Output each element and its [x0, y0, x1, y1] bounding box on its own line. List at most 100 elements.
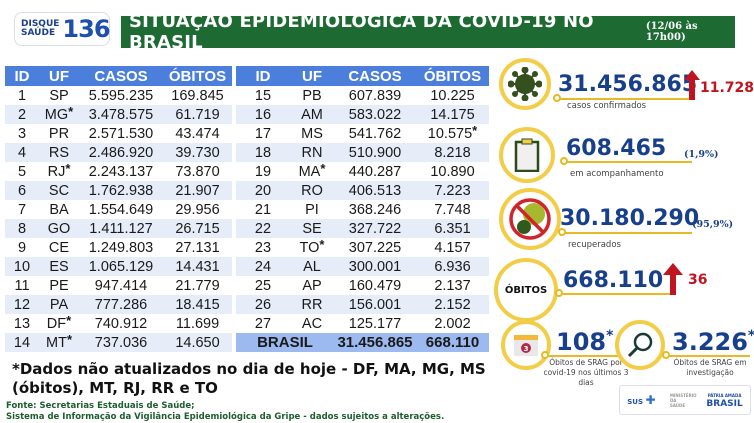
table-row: 19 MA* 440.287 10.890 — [236, 161, 489, 181]
cell-obitos: 21.779 — [163, 276, 232, 295]
left-body: 1 SP 5.595.235 169.845 2 MG* 3.478.575 61.719 3 P… — [5, 86, 232, 352]
cell-casos: 947.414 — [79, 276, 163, 295]
cell-obitos: 18.415 — [163, 295, 232, 314]
up-arrow-icon — [663, 263, 683, 295]
table-row: 2 MG* 3.478.575 61.719 — [5, 103, 232, 124]
cell-id: 11 — [5, 276, 39, 295]
cell-casos: 125.177 — [334, 314, 416, 333]
cell-casos: 3.478.575 — [79, 105, 163, 124]
clipboard-icon-ring — [499, 127, 555, 183]
cell-uf: PR — [39, 124, 79, 143]
cell-casos: 2.486.920 — [79, 143, 163, 162]
cell-id: 12 — [5, 295, 39, 314]
title-bar: SITUAÇÃO EPIDEMIOLÓGICA DA COVID-19 NO B… — [121, 11, 735, 53]
asterisk-mark: * — [68, 103, 74, 119]
logo-top-text: DISQUE — [21, 19, 60, 29]
table-row: 5 RJ* 2.243.137 73.870 — [5, 161, 232, 181]
logo-bottom-text: SAÚDE — [21, 28, 56, 38]
table-row: 20 RO 406.513 7.223 — [236, 181, 489, 200]
cell-id: 27 — [236, 314, 290, 333]
cell-obitos: 6.351 — [416, 219, 489, 238]
confirmed-value: 31.456.865 — [558, 72, 698, 97]
cell-id: 4 — [5, 143, 39, 162]
confirmed-caption: casos confirmados — [567, 101, 647, 111]
cell-id: 21 — [236, 200, 290, 219]
deaths-label: ÓBITOS — [504, 284, 548, 296]
table-row: 26 RR 156.001 2.152 — [236, 295, 489, 314]
cell-obitos: 8.218 — [416, 143, 489, 162]
recovered-icon-ring — [499, 188, 561, 250]
cell-casos: 1.065.129 — [79, 257, 163, 276]
cell-casos: 160.479 — [334, 276, 416, 295]
recovered-caption: recuperados — [568, 240, 621, 250]
srag-recent-number: 108 — [556, 328, 607, 356]
col-id: ID — [5, 66, 39, 86]
cell-uf: PB — [290, 86, 334, 105]
cell-id: 22 — [236, 219, 290, 238]
confirmed-dot — [553, 94, 561, 102]
table-row: 27 AC 125.177 2.002 — [236, 314, 489, 333]
cell-casos: 737.036 — [79, 333, 163, 352]
cell-uf: SP — [39, 86, 79, 105]
ministry-logo: MINISTÉRIO DA SAÚDE — [669, 392, 697, 408]
cell-casos: 541.762 — [334, 124, 416, 143]
srag-inv-dot — [662, 351, 670, 359]
col-uf: UF — [290, 66, 334, 86]
cell-uf: MS — [290, 124, 334, 143]
cell-id: 5 — [5, 162, 39, 181]
cell-obitos: 10.225 — [416, 86, 489, 105]
disque-saude-logo: DISQUE SAÚDE 136 — [14, 12, 111, 46]
table-row: 14 MT* 737.036 14.650 — [5, 332, 232, 352]
total-label: BRASIL — [236, 333, 334, 352]
cell-obitos: 10.890 — [416, 162, 489, 181]
cell-obitos: 169.845 — [163, 86, 232, 105]
cell-id: 23 — [236, 238, 290, 257]
cell-casos: 368.246 — [334, 200, 416, 219]
total-obitos: 668.110 — [416, 333, 489, 352]
page-title: SITUAÇÃO EPIDEMIOLÓGICA DA COVID-19 NO B… — [129, 11, 594, 53]
table-row: 4 RS 2.486.920 39.730 — [5, 143, 232, 162]
deaths-delta: 36 — [688, 272, 708, 288]
table-row: 18 RN 510.900 8.218 — [236, 143, 489, 162]
cell-id: 20 — [236, 181, 290, 200]
col-casos: CASOS — [79, 66, 163, 86]
clipboard-icon — [514, 138, 540, 172]
cell-casos: 406.513 — [334, 181, 416, 200]
sus-text: SUS — [627, 398, 643, 406]
logo-words: DISQUE SAÚDE — [21, 20, 59, 38]
cell-casos: 740.912 — [79, 314, 163, 333]
table-row: 22 SE 327.722 6.351 — [236, 219, 489, 238]
cell-uf: RN — [290, 143, 334, 162]
no-virus-icon — [509, 198, 551, 240]
table-row: 7 BA 1.554.649 29.956 — [5, 200, 232, 219]
cell-id: 16 — [236, 105, 290, 124]
srag-recent-star: * — [606, 328, 614, 344]
deaths-dot — [555, 289, 563, 297]
cell-id: 15 — [236, 86, 290, 105]
cell-obitos: 7.748 — [416, 200, 489, 219]
cell-obitos: 2.152 — [416, 295, 489, 314]
table-row: 21 PI 368.246 7.748 — [236, 200, 489, 219]
asterisk-mark: * — [66, 312, 72, 328]
srag-recent-caption: Óbitos de SRAG por covid-19 nos últimos … — [543, 358, 629, 387]
srag-inv-star: * — [748, 328, 754, 344]
cell-obitos: 73.870 — [163, 162, 232, 181]
cell-obitos: 29.956 — [163, 200, 232, 219]
brasil-text: BRASIL — [706, 399, 743, 409]
source-line-2: Sistema de Informação da Vigilância Epid… — [6, 412, 445, 422]
cell-obitos: 61.719 — [163, 105, 232, 124]
cell-obitos: 10.575* — [416, 123, 489, 143]
recovered-dot — [558, 228, 566, 236]
magnifier-icon-ring — [615, 320, 665, 370]
cell-id: 10 — [5, 257, 39, 276]
government-logos: SUS ✚ MINISTÉRIO DA SAÚDE PÁTRIA AMADA BR… — [619, 385, 751, 415]
cell-obitos: 21.907 — [163, 181, 232, 200]
table-row: 3 PR 2.571.530 43.474 — [5, 124, 232, 143]
cell-casos: 1.411.127 — [79, 219, 163, 238]
table-row: 13 DF* 740.912 11.699 — [5, 312, 232, 333]
cell-casos: 1.554.649 — [79, 200, 163, 219]
cell-obitos: 11.699 — [163, 314, 232, 333]
cell-casos: 2.571.530 — [79, 124, 163, 143]
cell-id: 8 — [5, 219, 39, 238]
srag-recent-underline — [545, 355, 625, 357]
